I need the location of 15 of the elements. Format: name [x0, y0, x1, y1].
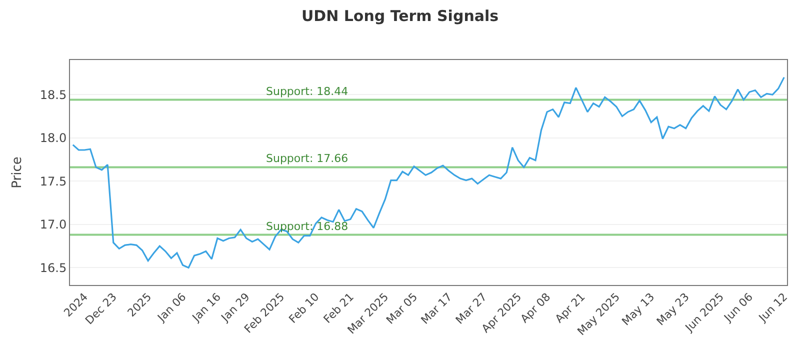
y-tick-label: 16.5 — [40, 260, 67, 275]
ref-line-label: Support: 16.88 — [266, 220, 348, 233]
y-tick-label: 17.0 — [40, 218, 67, 232]
x-tick-label: Mar 17 — [418, 290, 455, 327]
ref-line-label: Support: 17.66 — [266, 152, 348, 165]
y-tick-label: 18.0 — [40, 131, 67, 146]
x-tick-label: Feb 10 — [286, 290, 322, 326]
x-tick-label: Jan 06 — [154, 290, 189, 325]
x-tick-label: Jun 12 — [756, 290, 790, 325]
y-axis-title: Price — [10, 156, 25, 188]
y-tick-label: 18.5 — [40, 88, 67, 102]
chart-title: UDN Long Term Signals — [301, 7, 499, 25]
line-series — [72, 76, 785, 268]
y-tick-label: 17.5 — [40, 174, 67, 188]
ref-line-label: Support: 18.44 — [266, 85, 348, 98]
